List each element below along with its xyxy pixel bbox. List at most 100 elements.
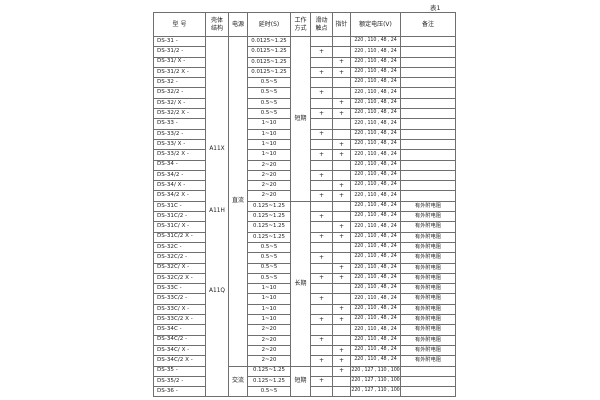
model-cell: DS-32 - (153, 77, 206, 89)
sliding-contact-cell: + (310, 231, 333, 243)
pointer-cell (332, 87, 351, 99)
header-model: 型 号 (153, 12, 206, 37)
sliding-contact-cell (310, 118, 333, 130)
delay-cell: 0.5~5 (247, 77, 291, 89)
sliding-contact-cell (310, 138, 333, 151)
delay-cell: 1~10 (247, 293, 291, 305)
sliding-contact-cell: + (310, 272, 333, 285)
header-pointer: 指针 (332, 12, 351, 37)
model-cell: DS-32C - (153, 241, 206, 254)
table-row: DS-31C -0.125~1.25 长期 220 , 110 , 48 , 24 有… (153, 200, 456, 367)
pointer-cell: + (332, 365, 351, 377)
voltage-cell: 220 , 110 , 48 , 24 (350, 35, 401, 48)
voltage-cell: 220 , 110 , 48 , 24 (350, 190, 401, 202)
delay-cell: 2~20 (247, 169, 291, 182)
model-cell: DS-33C/2 X - (153, 314, 206, 326)
pointer-cell: + (332, 355, 351, 367)
sliding-contact-cell: + (310, 252, 333, 264)
table-row: DS-33/2 X - 1~10 + +220 , 110 , 48 , 24 (153, 149, 456, 161)
model-cell: DS-34C/2 - (153, 334, 206, 346)
model-cell: DS-32C/2 - (153, 252, 206, 264)
delay-cell: 2~20 (247, 355, 291, 367)
model-cell: DS-31C/2 - (153, 211, 206, 223)
work-mode-cell: 长期 (290, 200, 311, 367)
voltage-cell: 220 , 110 , 48 , 24 (350, 344, 401, 357)
delay-cell: 2~20 (247, 324, 291, 336)
model-cell: DS-33/2 X - (153, 149, 206, 161)
pointer-cell (332, 293, 351, 305)
model-cell: DS-33/2 - (153, 128, 206, 140)
remark-cell (400, 180, 456, 192)
model-cell: DS-32/ X - (153, 97, 206, 110)
model-cell: DS-35 - (153, 365, 206, 377)
sliding-contact-cell (310, 262, 333, 274)
remark-cell: 有外附电阻 (400, 272, 456, 285)
remark-cell: 有外附电阻 (400, 221, 456, 233)
table-row: DS-35 - 交流 0.125~1.25 短期 +220 , 127 , 110 , … (153, 365, 456, 398)
pointer-cell (332, 128, 351, 140)
pointer-cell (332, 283, 351, 295)
delay-cell: 2~20 (247, 180, 291, 192)
pointer-cell (332, 200, 351, 213)
sliding-contact-cell: + (310, 314, 333, 326)
voltage-cell: 220 , 110 , 48 , 24 (350, 293, 401, 305)
sliding-contact-cell: + (310, 293, 333, 305)
pointer-cell: + (332, 149, 351, 161)
delay-cell: 0.5~5 (247, 252, 291, 264)
pointer-cell: + (332, 138, 351, 151)
header-power: 电源 (228, 12, 248, 37)
voltage-cell: 220 , 110 , 48 , 24 (350, 303, 401, 316)
remark-cell (400, 386, 456, 398)
remark-cell (400, 56, 456, 68)
remark-cell: 有外附电阻 (400, 241, 456, 254)
delay-cell: 0.5~5 (247, 97, 291, 110)
sliding-contact-cell: + (310, 334, 333, 346)
voltage-cell: 220 , 110 , 48 , 24 (350, 87, 401, 99)
sliding-contact-cell: + (310, 46, 333, 58)
voltage-cell: 220 , 110 , 48 , 24 (350, 200, 401, 213)
remark-cell: 有外附电阻 (400, 324, 456, 336)
remark-cell (400, 35, 456, 48)
voltage-cell: 220 , 110 , 48 , 24 (350, 221, 401, 233)
pointer-cell: + (332, 344, 351, 357)
model-cell: DS-31C/2 X - (153, 231, 206, 243)
pointer-cell (332, 169, 351, 182)
pointer-cell (332, 35, 351, 48)
model-cell: DS-35/2 - (153, 375, 206, 388)
pointer-cell (332, 324, 351, 336)
pointer-cell: + (332, 303, 351, 316)
shell-structure-label: A11X (209, 146, 225, 152)
pointer-cell (332, 46, 351, 58)
remark-cell (400, 128, 456, 140)
delay-cell: 2~20 (247, 190, 291, 202)
sliding-contact-cell (310, 180, 333, 192)
remark-cell (400, 169, 456, 182)
model-cell: DS-32C/2 X - (153, 272, 206, 285)
delay-cell: 0.5~5 (247, 241, 291, 254)
delay-cell: 0.5~5 (247, 386, 291, 398)
sliding-contact-cell (310, 365, 333, 377)
model-cell: DS-32/2 X - (153, 108, 206, 120)
delay-cell: 0.125~1.25 (247, 211, 291, 223)
voltage-cell: 220 , 127 , 110 , 100 (350, 375, 401, 388)
delay-cell: 0.0125~1.25 (247, 56, 291, 68)
remark-cell: 有外附电阻 (400, 231, 456, 243)
remark-cell (400, 87, 456, 99)
delay-cell: 0.125~1.25 (247, 375, 291, 388)
sliding-contact-cell (310, 97, 333, 110)
remark-cell (400, 138, 456, 151)
header-shell-structure: 壳体 结构 (205, 12, 229, 37)
remark-cell: 有外附电阻 (400, 283, 456, 295)
delay-cell: 0.5~5 (247, 87, 291, 99)
voltage-cell: 220 , 110 , 48 , 24 (350, 180, 401, 192)
delay-cell: 0.0125~1.25 (247, 66, 291, 79)
model-cell: DS-34C/2 X - (153, 355, 206, 367)
model-cell: DS-34/2 X - (153, 190, 206, 202)
voltage-cell: 220 , 110 , 48 , 24 (350, 108, 401, 120)
power-cell: 直流 (228, 36, 248, 367)
table-row: DS-36 - 0.5~5 220 , 127 , 110 , 100 (153, 386, 456, 398)
table-row: DS-31C/ X - 0.125~1.25 +220 , 110 , 48 , 2… (153, 221, 456, 233)
pointer-cell: + (332, 262, 351, 274)
model-cell: DS-33/ X - (153, 138, 206, 151)
